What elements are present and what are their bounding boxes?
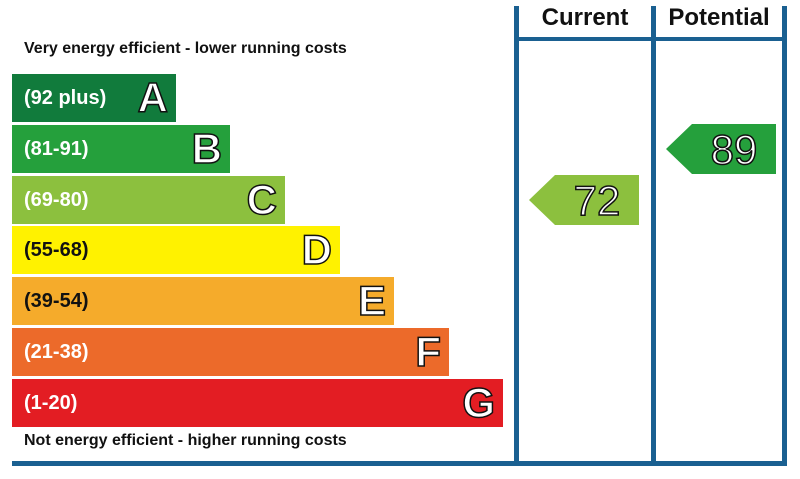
column-header-current: Current bbox=[541, 4, 629, 31]
band-range-label: (69-80) bbox=[24, 189, 89, 211]
band-letter: C bbox=[246, 176, 278, 223]
header-underline bbox=[514, 37, 787, 41]
divider-left bbox=[514, 6, 519, 466]
band-range-label: (1-20) bbox=[24, 392, 78, 414]
rating-tag-potential: 89 bbox=[666, 124, 776, 174]
rating-arrow-shape bbox=[529, 175, 639, 225]
rating-arrow-shape bbox=[666, 124, 776, 174]
band-letter: D bbox=[301, 226, 333, 273]
band-b: (81-91) B bbox=[12, 125, 230, 173]
band-range-label: (21-38) bbox=[24, 341, 89, 363]
band-g: (1-20) G bbox=[12, 379, 503, 427]
bottom-rule bbox=[12, 461, 787, 466]
column-header-potential: Potential bbox=[668, 4, 770, 31]
band-range-label: (39-54) bbox=[24, 290, 89, 312]
band-letter: F bbox=[415, 328, 442, 375]
rating-arrow bbox=[529, 175, 639, 225]
band-letter: E bbox=[357, 277, 387, 324]
band-range-label: (92 plus) bbox=[24, 87, 107, 109]
band-range-label: (55-68) bbox=[24, 239, 89, 261]
band-letter: B bbox=[191, 125, 223, 172]
rating-arrow bbox=[666, 124, 776, 174]
band-d: (55-68) D bbox=[12, 226, 340, 274]
band-c: (69-80) C bbox=[12, 176, 285, 224]
band-f: (21-38) F bbox=[12, 328, 449, 376]
band-range-label: (81-91) bbox=[24, 138, 89, 160]
rating-tag-current: 72 bbox=[529, 175, 639, 225]
divider-right bbox=[782, 6, 787, 466]
band-a: (92 plus) A bbox=[12, 74, 176, 122]
rating-value: 72 bbox=[573, 177, 621, 224]
caption-bottom: Not energy efficient - higher running co… bbox=[24, 432, 347, 449]
band-letter: G bbox=[462, 379, 496, 426]
band-letter: A bbox=[137, 74, 169, 121]
band-e: (39-54) E bbox=[12, 277, 394, 325]
caption-top: Very energy efficient - lower running co… bbox=[24, 40, 347, 57]
rating-value: 89 bbox=[710, 126, 758, 173]
divider-middle bbox=[651, 6, 656, 466]
